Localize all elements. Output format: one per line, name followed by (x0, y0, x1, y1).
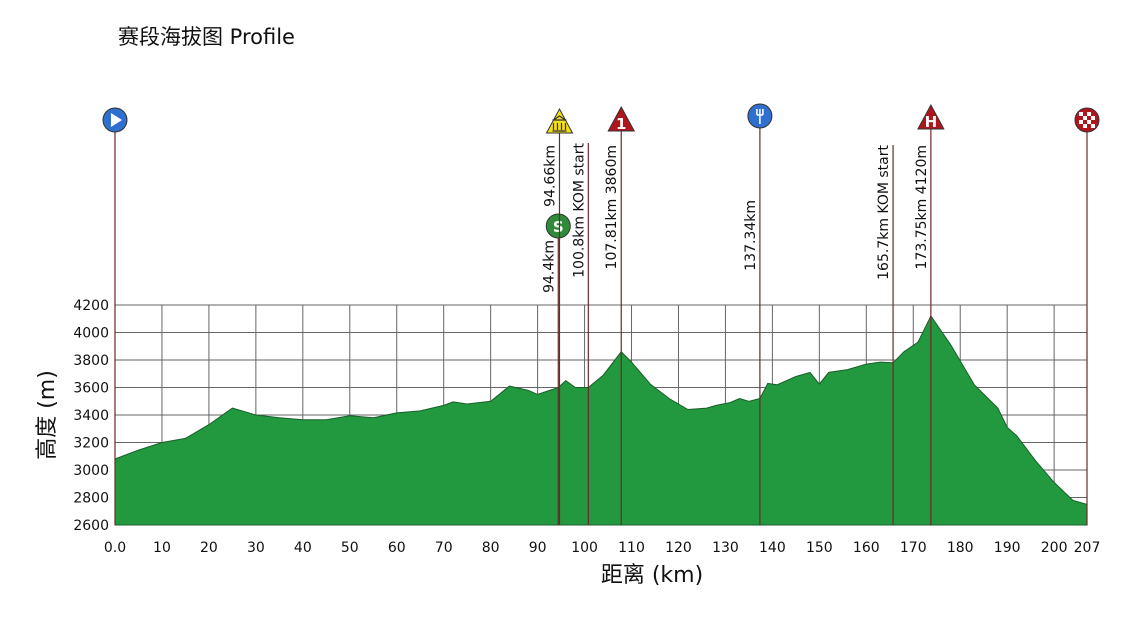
x-tick-label: 130 (712, 540, 739, 556)
elevation-area (114, 315, 1088, 526)
x-tick-label: 160 (853, 540, 880, 556)
icon-text: 1 (616, 115, 626, 133)
marker-label: 94.66km (542, 145, 558, 207)
icon-glyph (111, 113, 122, 127)
y-tick-label: 4200 (73, 298, 109, 314)
icon-text: S (553, 218, 564, 236)
icon-glyph (1087, 120, 1091, 124)
icon-glyph (1079, 120, 1083, 124)
x-tick-label: 50 (341, 540, 359, 556)
y-axis-label: 高度 (m) (35, 370, 60, 460)
icon-glyph (1087, 112, 1091, 116)
icon-glyph (1083, 116, 1087, 120)
x-tick-label: 140 (759, 540, 786, 556)
x-tick-label: 100 (571, 540, 598, 556)
icon-shape (545, 107, 574, 134)
x-tick-label: 90 (529, 540, 547, 556)
y-tick-label: 3200 (73, 436, 109, 452)
x-tick-label: 150 (806, 540, 833, 556)
x-tick-label: 10 (153, 540, 171, 556)
y-tick-label: 3400 (73, 408, 109, 424)
y-tick-label: 3000 (73, 463, 109, 479)
marker-icon (747, 103, 773, 129)
icon-shape (917, 103, 945, 130)
x-tick-label: 170 (900, 540, 927, 556)
marker-icon: 1 (607, 105, 636, 133)
x-axis-label: 距离 (km) (601, 563, 703, 588)
x-tick-label: 30 (247, 540, 265, 556)
marker-label: 94.4km (541, 240, 557, 293)
marker-icon (1074, 107, 1100, 133)
marker-label: 173.75km 4120m (914, 145, 930, 269)
icon-glyph (552, 115, 567, 132)
y-tick-label: 2800 (73, 491, 109, 507)
icon-text: H (925, 113, 938, 131)
x-tick-label: 0.0 (104, 540, 126, 556)
y-tick-label: 3600 (73, 381, 109, 397)
y-tick-label: 4000 (73, 326, 109, 342)
marker-label: 100.8km KOM start (571, 143, 587, 278)
x-tick-label: 70 (435, 540, 453, 556)
chart-title: 赛段海拔图 Profile (118, 25, 295, 49)
x-tick-label: 120 (665, 540, 692, 556)
x-tick-label: 20 (200, 540, 218, 556)
x-tick-label: 60 (388, 540, 406, 556)
marker-icon: H (917, 103, 945, 131)
icon-glyph (1083, 124, 1087, 128)
marker-icon: S (545, 213, 571, 239)
icon-glyph (1079, 112, 1083, 116)
y-tick-label: 3800 (73, 353, 109, 369)
x-tick-label: 207 (1074, 540, 1101, 556)
y-tick-label: 2600 (73, 518, 109, 534)
icon-glyph (1091, 116, 1095, 120)
icon-glyph (1091, 124, 1095, 128)
icon-shape (607, 105, 636, 132)
x-tick-label: 40 (294, 540, 312, 556)
icon-shape (545, 213, 571, 239)
icon-glyph (756, 109, 764, 124)
marker-label: 165.7km KOM start (876, 145, 892, 280)
marker-label: 137.34km (743, 200, 759, 271)
x-tick-label: 110 (618, 540, 645, 556)
marker-label: 107.81km 3860m (604, 145, 620, 269)
marker-icon (102, 107, 128, 133)
x-tick-label: 80 (482, 540, 500, 556)
marker-icon (545, 107, 574, 134)
x-tick-label: 180 (947, 540, 974, 556)
x-tick-label: 200 (1041, 540, 1068, 556)
x-tick-label: 190 (994, 540, 1021, 556)
